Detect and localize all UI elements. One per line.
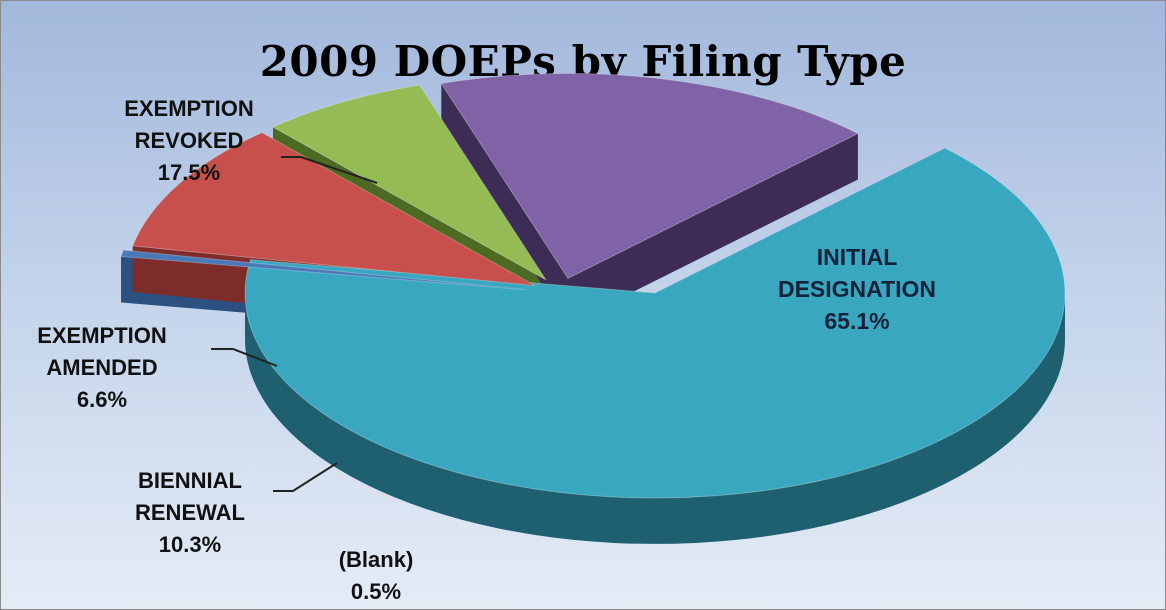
slice-label: BIENNIAL RENEWAL 10.3% [135,468,245,557]
slice-name: RENEWAL [135,500,245,525]
slice-name: INITIAL [817,244,898,270]
slice-name: BIENNIAL [138,468,242,493]
slice-percent: 65.1% [824,308,889,334]
pie-slice [131,132,536,287]
pie-slice [440,72,860,280]
slice-percent: 6.6% [77,387,127,412]
slice-label: EXEMPTION AMENDED 6.6% [37,323,167,412]
slice-name: REVOKED [135,128,244,153]
pie-slice-wall [245,293,1065,544]
pie-slice [271,84,547,281]
slice-label: EXEMPTION REVOKED 17.5% [124,96,254,185]
pie-slice [244,147,1066,499]
slice-percent: 0.5% [351,579,401,604]
leader-line [281,156,378,184]
pie-slice-side [441,83,858,325]
slice-name: EXEMPTION [37,323,167,348]
pie-slice-cut [441,83,569,325]
leader-line [273,462,338,492]
slice-percent: 17.5% [158,160,220,185]
slice-name: DESIGNATION [778,276,936,302]
leader-line [211,348,278,367]
slice-label: INITIAL DESIGNATION 65.1% [778,244,936,334]
pie-slice [120,249,526,291]
slice-percent: 10.3% [159,532,221,557]
slice-name: EXEMPTION [124,96,254,121]
slice-label: (Blank) 0.5% [339,547,414,604]
pie-slice-cut [568,133,858,325]
slice-name: (Blank) [339,547,414,572]
slice-name: AMENDED [46,355,157,380]
